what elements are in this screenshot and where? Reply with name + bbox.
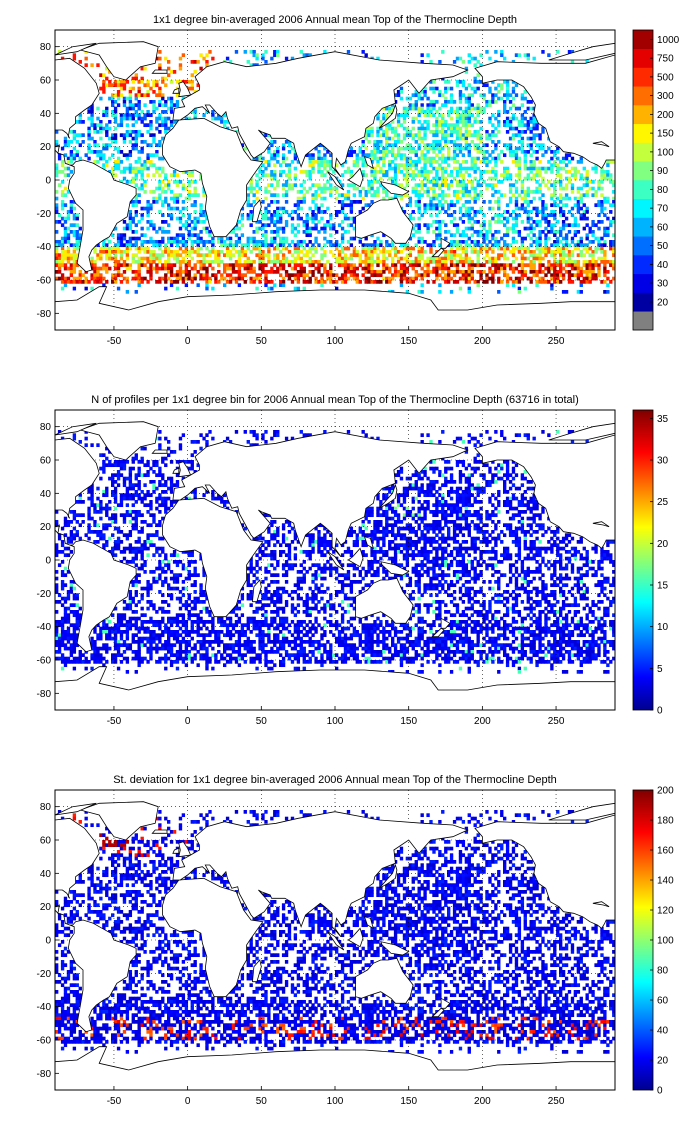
colorbar-tick-label: 20	[657, 539, 669, 550]
colorbar: 0 20 40 60 80 100 120 140 160 180 200	[633, 786, 674, 1097]
x-tick-label: 50	[256, 716, 268, 727]
colorbar-tick-label: 20	[657, 297, 669, 308]
colorbar-tick-label: 60	[657, 222, 669, 233]
y-tick-label: -60	[37, 1036, 52, 1047]
x-tick-label: 50	[256, 336, 268, 347]
x-tick-label: 100	[327, 716, 344, 727]
y-tick-label: 0	[45, 556, 51, 567]
x-tick-label: 150	[400, 336, 417, 347]
coastline	[152, 450, 167, 453]
x-tick-label: 250	[548, 1096, 565, 1107]
x-tick-label: 200	[474, 1096, 491, 1107]
y-tick-label: 40	[40, 109, 52, 120]
panel-mean-depth: 1x1 degree bin-averaged 2006 Annual mean…	[37, 14, 680, 347]
colorbar-tick-label: 200	[657, 110, 674, 121]
colorbar-tick-label: 300	[657, 91, 674, 102]
y-tick-label: 40	[40, 489, 52, 500]
colorbar-tick-label: 5	[657, 664, 663, 675]
colorbar-tick-label: 90	[657, 166, 669, 177]
y-tick-label: -80	[37, 689, 52, 700]
coastline	[152, 830, 167, 833]
colorbar-tick-label: 30	[657, 279, 669, 290]
y-tick-label: -60	[37, 276, 52, 287]
x-tick-label: -50	[107, 336, 122, 347]
y-tick-label: 60	[40, 456, 52, 467]
x-tick-label: 200	[474, 716, 491, 727]
colorbar-tick-label: 500	[657, 72, 674, 83]
y-tick-label: -40	[37, 242, 52, 253]
colorbar-tick-label: 80	[657, 966, 669, 977]
y-tick-label: 80	[40, 802, 52, 813]
colorbar-gradient	[633, 410, 653, 710]
x-tick-label: 150	[400, 716, 417, 727]
colorbar-tick-label: 50	[657, 241, 669, 252]
y-tick-label: 80	[40, 42, 52, 53]
panel-title: 1x1 degree bin-averaged 2006 Annual mean…	[153, 14, 517, 26]
colorbar-tick-label: 20	[657, 1056, 669, 1067]
y-tick-label: 0	[45, 176, 51, 187]
x-tick-label: -50	[107, 716, 122, 727]
coastline	[152, 70, 167, 73]
colorbar-tick-label: 25	[657, 497, 669, 508]
colorbar-tick-label: 30	[657, 456, 669, 467]
x-tick-label: 0	[185, 1096, 191, 1107]
y-tick-label: 60	[40, 76, 52, 87]
panel-std-deviation: St. deviation for 1x1 degree bin-average…	[37, 774, 675, 1107]
y-tick-label: 20	[40, 142, 52, 153]
colorbar-tick-label: 100	[657, 147, 674, 158]
x-tick-label: 0	[185, 336, 191, 347]
colorbar: 20 30 40 50 60 70 80 90 100 150 200 300 500 750 1000	[633, 30, 680, 330]
y-tick-label: 20	[40, 522, 52, 533]
panel-profile-count: N of profiles per 1x1 degree bin for 200…	[37, 394, 669, 727]
y-tick-label: 80	[40, 422, 52, 433]
y-tick-label: 60	[40, 836, 52, 847]
y-tick-label: -80	[37, 1069, 52, 1080]
y-tick-label: 40	[40, 869, 52, 880]
colorbar-tick-label: 0	[657, 1086, 663, 1097]
y-tick-label: 0	[45, 936, 51, 947]
y-tick-label: -80	[37, 309, 52, 320]
panel-title: St. deviation for 1x1 degree bin-average…	[113, 774, 557, 786]
colorbar-tick-label: 180	[657, 816, 674, 827]
x-tick-label: 100	[327, 1096, 344, 1107]
colorbar-tick-label: 140	[657, 876, 674, 887]
y-tick-label: -20	[37, 589, 52, 600]
colorbar-tick-label: 160	[657, 846, 674, 857]
colorbar-tick-label: 0	[657, 706, 663, 717]
y-tick-label: -60	[37, 656, 52, 667]
y-tick-label: -40	[37, 1002, 52, 1013]
colorbar: 0 5 10 15 20 25 30 35	[633, 410, 669, 717]
panel-title: N of profiles per 1x1 degree bin for 200…	[91, 394, 579, 406]
colorbar-tick-label: 80	[657, 185, 669, 196]
x-tick-label: 50	[256, 1096, 268, 1107]
x-tick-label: 250	[548, 336, 565, 347]
colorbar-tick-label: 35	[657, 414, 669, 425]
colorbar-tick-label: 15	[657, 581, 669, 592]
colorbar-tick-label: 750	[657, 54, 674, 65]
colorbar-tick-label: 40	[657, 1026, 669, 1037]
x-tick-label: 250	[548, 716, 565, 727]
colorbar-tick-label: 70	[657, 204, 669, 215]
colorbar-tick-label: 60	[657, 996, 669, 1007]
x-tick-label: -50	[107, 1096, 122, 1107]
x-tick-label: 150	[400, 1096, 417, 1107]
x-tick-label: 0	[185, 716, 191, 727]
colorbar-tick-label: 10	[657, 622, 669, 633]
colorbar-tick-label: 200	[657, 786, 674, 797]
x-tick-label: 100	[327, 336, 344, 347]
colorbar-segment	[633, 311, 653, 330]
x-tick-label: 200	[474, 336, 491, 347]
y-tick-label: -40	[37, 622, 52, 633]
y-tick-label: 20	[40, 902, 52, 913]
colorbar-tick-label: 1000	[657, 35, 680, 46]
colorbar-tick-label: 100	[657, 936, 674, 947]
y-tick-label: -20	[37, 969, 52, 980]
colorbar-tick-label: 40	[657, 260, 669, 271]
colorbar-tick-label: 150	[657, 129, 674, 140]
colorbar-tick-label: 120	[657, 906, 674, 917]
y-tick-label: -20	[37, 209, 52, 220]
